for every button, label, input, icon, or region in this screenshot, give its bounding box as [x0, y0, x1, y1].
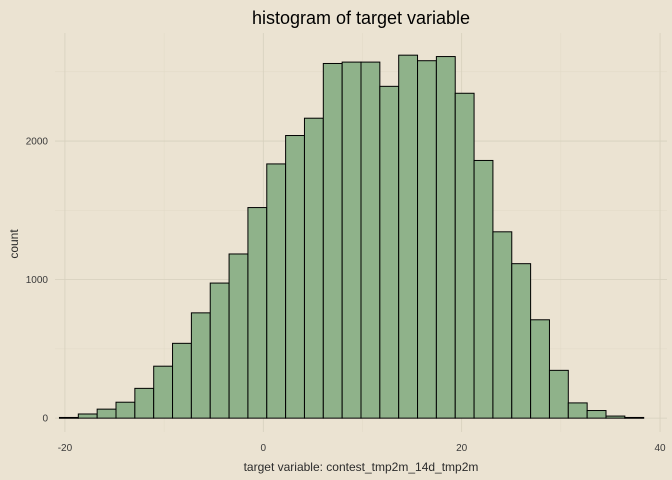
chart-title: histogram of target variable — [252, 8, 470, 28]
histogram-bar — [190, 312, 211, 419]
histogram-bar — [605, 415, 626, 419]
histogram-bar — [417, 60, 437, 419]
histogram-bar — [360, 61, 381, 419]
histogram-bar — [77, 413, 98, 419]
histogram-bar — [96, 408, 117, 419]
histogram-bar — [153, 365, 174, 419]
histogram-bar — [435, 56, 456, 419]
histogram-bar — [285, 135, 305, 419]
y-axis-ticks: 0 1000 2000 — [26, 137, 49, 425]
histogram-bar — [134, 387, 155, 419]
x-tick-label: 20 — [456, 443, 468, 454]
histogram-bar — [209, 282, 230, 419]
histogram-bar — [172, 342, 192, 419]
histogram-bar — [454, 92, 475, 419]
histogram-bar — [266, 163, 287, 419]
histogram-bars — [58, 54, 645, 419]
histogram-bar — [586, 410, 607, 419]
histogram-bar — [247, 207, 268, 419]
y-tick-label: 1000 — [26, 275, 49, 286]
histogram-bar — [322, 62, 343, 419]
histogram-bar — [473, 159, 494, 419]
histogram-bar — [398, 54, 419, 419]
histogram-bar — [58, 416, 79, 419]
y-tick-label: 0 — [42, 414, 48, 425]
x-tick-label: 40 — [654, 443, 666, 454]
histogram-bar — [228, 253, 249, 419]
histogram-bar — [379, 85, 400, 419]
histogram-bar — [567, 402, 588, 419]
x-axis-ticks: -20 0 20 40 — [58, 443, 666, 454]
histogram-bar — [115, 401, 136, 419]
y-tick-label: 2000 — [26, 137, 49, 148]
x-tick-label: -20 — [58, 443, 73, 454]
y-axis-label: count — [7, 229, 21, 259]
histogram-bar — [492, 231, 513, 419]
histogram-bar — [624, 416, 645, 419]
histogram-bar — [511, 263, 532, 419]
histogram-bar — [530, 319, 550, 419]
x-tick-label: 0 — [261, 443, 267, 454]
histogram-bar — [303, 117, 324, 419]
histogram-bar — [341, 61, 362, 419]
x-axis-label: target variable: contest_tmp2m_14d_tmp2m — [244, 460, 479, 474]
histogram-bar — [548, 369, 569, 419]
